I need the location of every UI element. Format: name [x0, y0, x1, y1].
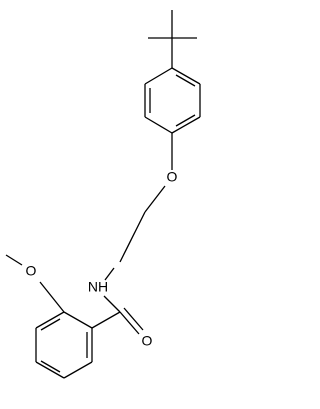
atom-label: NH: [88, 279, 108, 295]
bonds: [5, 10, 201, 379]
atom-label: O: [167, 169, 178, 185]
atom-label: O: [26, 263, 37, 279]
atom-label: O: [142, 333, 153, 349]
structure: O NH O O: [5, 10, 201, 379]
